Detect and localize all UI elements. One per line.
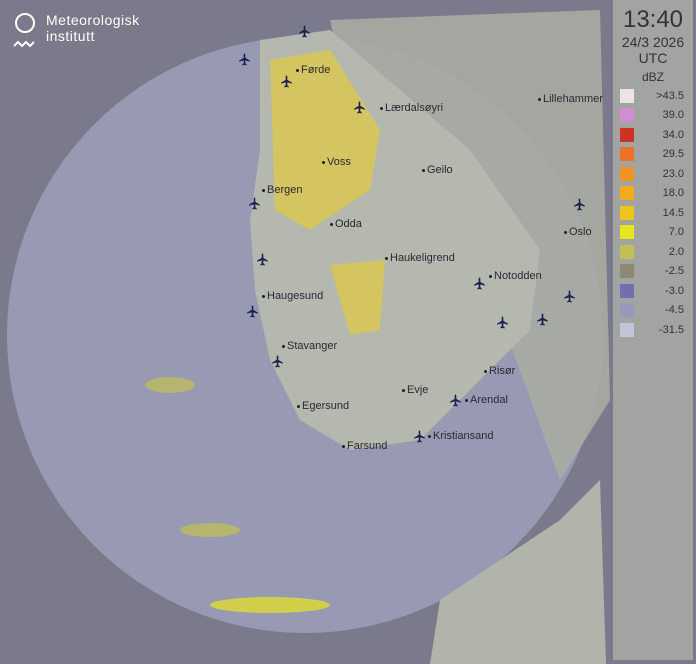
airplane-icon	[239, 53, 250, 66]
legend-swatch	[620, 322, 634, 337]
legend-swatch	[620, 108, 634, 123]
legend-swatch	[620, 186, 634, 201]
precipitation	[210, 597, 330, 613]
precipitation	[330, 260, 385, 335]
airplane-icon	[247, 305, 258, 318]
legend-swatch	[620, 127, 634, 142]
unit-label: dBZ	[641, 70, 664, 84]
legend-item: 7.0	[613, 223, 693, 243]
city-label: Odda	[330, 218, 362, 231]
city-label: Haukeligrend	[385, 252, 455, 265]
legend-value: -2.5	[665, 265, 684, 278]
airplane-icon	[281, 75, 292, 88]
legend-swatch	[620, 147, 634, 162]
legend-value: -3.0	[665, 284, 684, 297]
legend-value: 7.0	[668, 226, 684, 239]
legend-swatch	[620, 283, 634, 298]
city-label: Risør	[484, 365, 515, 378]
legend-panel: 13:40 24/3 2026 UTC dBZ >43.5 39.0 34.0 29.…	[613, 0, 693, 660]
legend-item: 23.0	[613, 164, 693, 184]
legend-item: -31.5	[613, 320, 693, 340]
city-label: Egersund	[297, 400, 349, 413]
legend-swatch	[620, 264, 634, 279]
legend-value: >43.5	[656, 89, 684, 102]
legend-value: 34.0	[662, 128, 684, 141]
legend-value: 29.5	[662, 148, 684, 161]
city-label: Notodden	[489, 270, 542, 283]
legend-swatch	[620, 244, 634, 259]
legend-swatch	[620, 303, 634, 318]
city-label: Oslo	[564, 226, 592, 239]
airplane-icon	[272, 355, 283, 368]
legend-item: 18.0	[613, 184, 693, 204]
city-label: Evje	[402, 384, 428, 397]
airplane-icon	[450, 394, 461, 407]
legend-value: 18.0	[662, 187, 684, 200]
airplane-icon	[537, 313, 548, 326]
legend-value: 2.0	[668, 245, 684, 258]
city-label: Bergen	[262, 184, 302, 197]
met-logo: Meteorologisk institutt	[12, 12, 140, 52]
legend-item: 14.5	[613, 203, 693, 223]
legend-item: -2.5	[613, 262, 693, 282]
city-label: Lillehammer	[538, 93, 603, 106]
airplane-icon	[564, 290, 575, 303]
airplane-icon	[497, 316, 508, 329]
land-denmark	[430, 480, 606, 664]
legend-item: -4.5	[613, 301, 693, 321]
legend-value: -4.5	[665, 304, 684, 317]
logo-icon	[13, 13, 35, 48]
airplane-icon	[257, 253, 268, 266]
precipitation	[180, 523, 240, 537]
airplane-icon	[414, 430, 425, 443]
logo-text: institutt	[46, 28, 95, 44]
city-label: Lærdalsøyri	[380, 102, 443, 115]
city-label: Farsund	[342, 440, 387, 453]
legend-swatch	[620, 88, 634, 103]
airplane-icon	[574, 198, 585, 211]
airplane-icon	[299, 25, 310, 38]
legend-item: 2.0	[613, 242, 693, 262]
legend-value: 23.0	[662, 167, 684, 180]
legend-item: 39.0	[613, 106, 693, 126]
legend-item: 34.0	[613, 125, 693, 145]
time-label: 13:40	[622, 6, 684, 33]
city-label: Førde	[296, 64, 330, 77]
airplane-icon	[474, 277, 485, 290]
city-label: Arendal	[465, 394, 508, 407]
city-label: Geilo	[422, 164, 453, 177]
legend-swatch	[620, 166, 634, 181]
airplane-icon	[249, 197, 260, 210]
airplane-icon	[354, 101, 365, 114]
legend-item: >43.5	[613, 86, 693, 106]
legend-value: -31.5	[658, 323, 684, 336]
date-label: 24/3 2026	[621, 34, 685, 50]
precipitation	[145, 377, 195, 393]
timezone-label: UTC	[638, 50, 668, 66]
city-label: Kristiansand	[428, 430, 494, 443]
legend-swatch	[620, 205, 634, 220]
city-label: Haugesund	[262, 290, 323, 303]
legend-item: -3.0	[613, 281, 693, 301]
city-label: Stavanger	[282, 340, 337, 353]
legend-swatch	[620, 225, 634, 240]
city-label: Voss	[322, 156, 351, 169]
legend-item: 29.5	[613, 145, 693, 165]
legend-value: 39.0	[662, 109, 684, 122]
logo-text: Meteorologisk	[46, 12, 140, 28]
legend-value: 14.5	[662, 206, 684, 219]
